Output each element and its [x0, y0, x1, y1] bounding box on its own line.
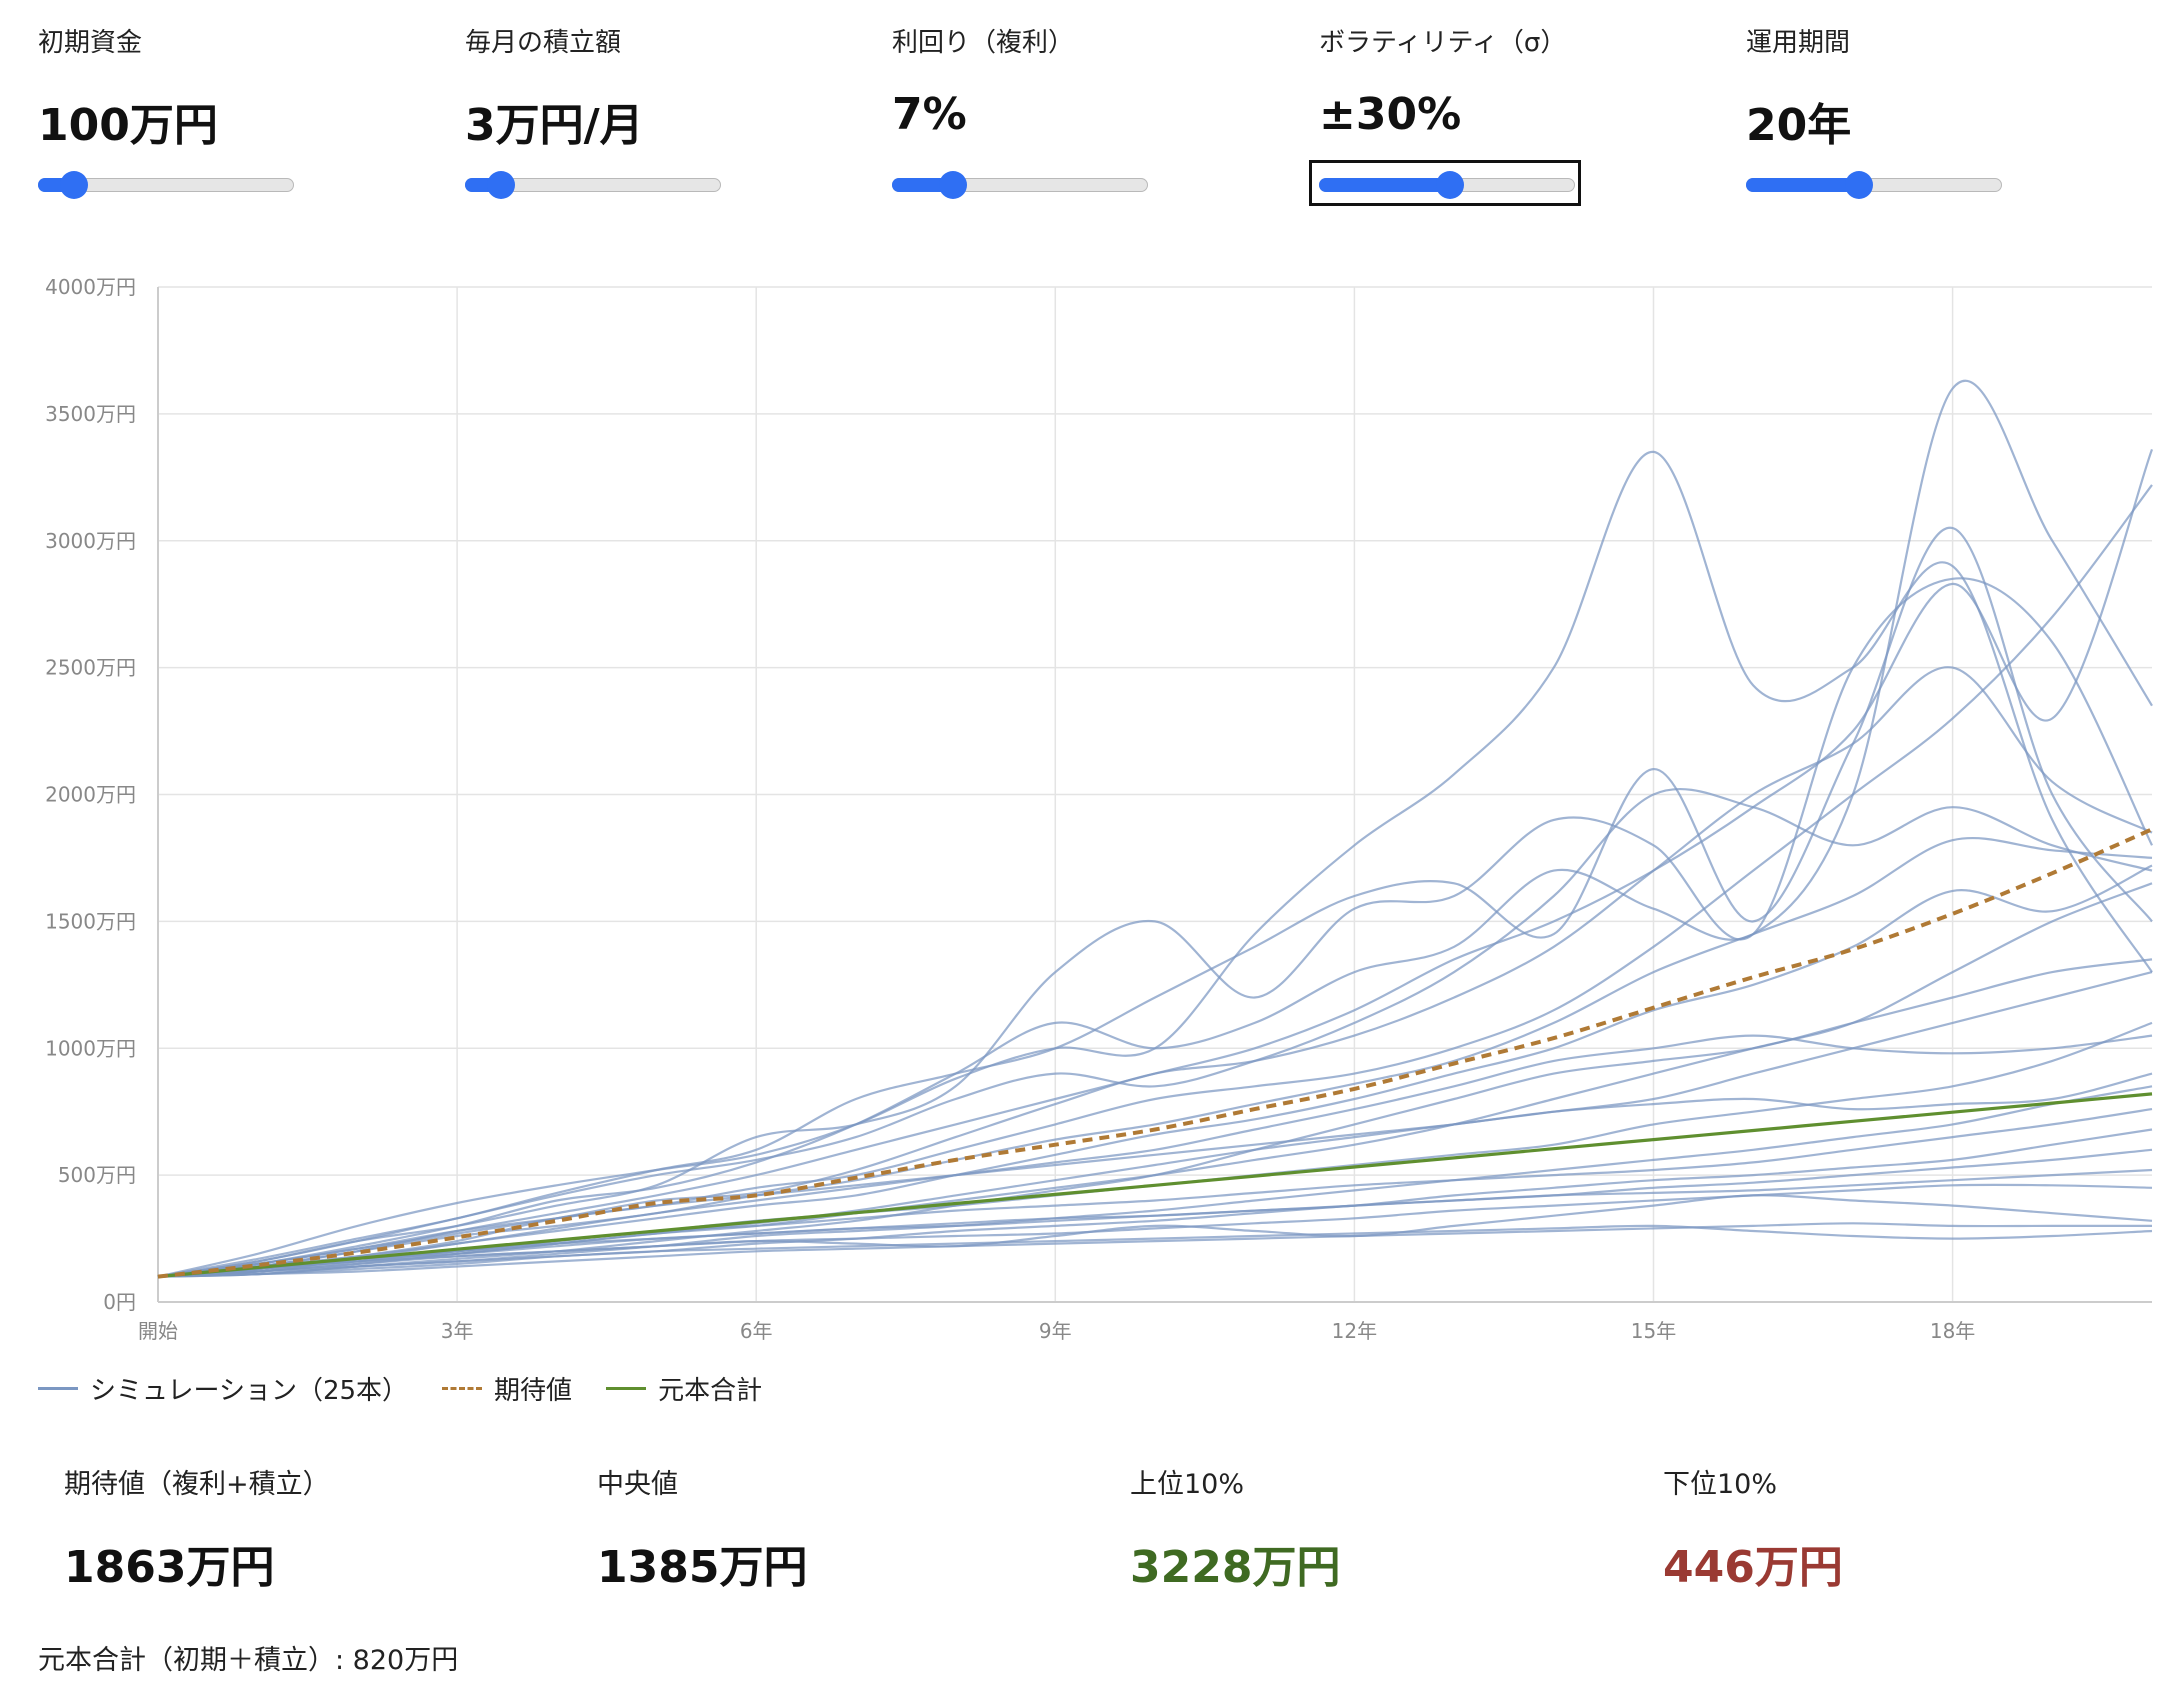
- simulation-line: [157, 379, 2153, 1278]
- simulation-line: [157, 526, 2153, 1278]
- y-tick-label: 3500万円: [45, 402, 136, 426]
- stat-value: 1385万円: [597, 1542, 808, 1593]
- initial-capital-slider[interactable]: [38, 171, 294, 199]
- simulation-line: [157, 449, 2154, 1278]
- slider-fill: [1746, 178, 1859, 192]
- simulation-chart: 0円 500万円 1000万円 1500万円 2000万円 2500万円 3000万円 350…: [45, 275, 2154, 1343]
- simulation-line: [157, 1224, 2153, 1278]
- legend-swatch-simulation: [38, 1386, 78, 1390]
- y-tick-label: 4000万円: [45, 275, 136, 299]
- slider-thumb[interactable]: [486, 171, 515, 199]
- principal-total-note: 元本合計（初期＋積立）: 820万円: [38, 1645, 459, 1676]
- slider-focus-ring: [1309, 160, 1581, 206]
- x-axis-ticks: 開始 3年 6年 9年 12年 15年 18年: [138, 1319, 1975, 1343]
- stat-expected: 期待値（複利+積立） 1863万円: [64, 1462, 564, 1595]
- stat-value: 446万円: [1663, 1542, 1843, 1593]
- expected-value-line: [157, 827, 2153, 1279]
- simulation-line: [157, 787, 2153, 1278]
- legend-item-expected: 期待値: [442, 1370, 572, 1407]
- control-monthly-contribution: 毎月の積立額 3万円/月: [465, 22, 765, 199]
- control-label: 初期資金: [38, 28, 143, 58]
- control-value: 100万円: [38, 100, 218, 151]
- stat-top-10: 上位10% 3228万円: [1130, 1462, 1630, 1595]
- simulation-line: [157, 577, 2153, 1278]
- simulation-line: [157, 958, 2153, 1278]
- y-tick-label: 1000万円: [45, 1036, 136, 1060]
- x-tick-label: 15年: [1631, 1319, 1676, 1343]
- simulation-line: [157, 1168, 2153, 1278]
- simulation-line: [157, 450, 2153, 1278]
- volatility-slider[interactable]: [1309, 160, 1581, 206]
- simulation-line: [157, 666, 2153, 1278]
- slider-thumb[interactable]: [59, 171, 88, 199]
- control-value: 20年: [1746, 100, 1852, 151]
- stat-value: 3228万円: [1130, 1542, 1341, 1593]
- y-tick-label: 0円: [103, 1290, 136, 1314]
- legend-swatch-principal: [606, 1386, 647, 1390]
- legend-label-principal: 元本合計: [658, 1375, 763, 1406]
- legend-item-principal: 元本合計: [606, 1370, 762, 1407]
- control-return-rate: 利回り（複利） 7%: [892, 22, 1192, 199]
- slider-thumb[interactable]: [1844, 171, 1873, 199]
- y-axis-ticks: 0円 500万円 1000万円 1500万円 2000万円 2500万円 3000万円 350…: [45, 275, 136, 1314]
- simulation-lines: [157, 379, 2154, 1278]
- slider-fill: [1319, 178, 1450, 192]
- control-initial-capital: 初期資金 100万円: [38, 22, 338, 199]
- control-volatility: ボラティリティ（σ） ±30%: [1309, 22, 1619, 206]
- stat-label: 中央値: [597, 1469, 678, 1500]
- stat-value: 1863万円: [64, 1542, 275, 1593]
- y-tick-label: 500万円: [58, 1163, 136, 1187]
- legend-label-simulation: シミュレーション（25本）: [90, 1375, 409, 1406]
- control-label: ボラティリティ（σ）: [1319, 28, 1567, 58]
- legend-swatch-expected: [442, 1386, 483, 1390]
- control-label: 利回り（複利）: [892, 28, 1075, 58]
- simulation-line: [157, 1034, 2153, 1278]
- simulation-line: [157, 1194, 2153, 1278]
- stat-bottom-10: 下位10% 446万円: [1663, 1462, 2163, 1595]
- summary-lines: [157, 827, 2153, 1279]
- stat-label: 期待値（複利+積立）: [64, 1469, 330, 1500]
- stat-median: 中央値 1385万円: [597, 1462, 1097, 1595]
- x-tick-label: 9年: [1039, 1319, 1072, 1343]
- y-tick-label: 1500万円: [45, 909, 136, 933]
- control-label: 運用期間: [1746, 28, 1851, 58]
- chart-legend: シミュレーション（25本） 期待値 元本合計: [38, 1368, 796, 1408]
- principal-line: [157, 1092, 2153, 1279]
- slider-thumb[interactable]: [1435, 171, 1464, 199]
- control-value: ±30%: [1319, 89, 1462, 140]
- simulation-line: [157, 1222, 2152, 1278]
- simulation-line: [157, 1148, 2153, 1278]
- control-value: 3万円/月: [465, 100, 644, 151]
- simulation-line: [157, 1072, 2153, 1278]
- slider-fill: [892, 178, 954, 192]
- legend-label-expected: 期待値: [494, 1375, 573, 1406]
- x-tick-label: 18年: [1930, 1319, 1975, 1343]
- stat-label: 上位10%: [1130, 1469, 1245, 1500]
- control-value: 7%: [892, 89, 967, 140]
- slider-thumb[interactable]: [939, 171, 968, 199]
- x-tick-label: 12年: [1332, 1319, 1377, 1343]
- y-tick-label: 3000万円: [45, 529, 136, 553]
- return-rate-slider[interactable]: [892, 171, 1148, 199]
- monthly-contribution-slider[interactable]: [465, 171, 721, 199]
- control-period: 運用期間 20年: [1746, 22, 2046, 199]
- x-tick-label: 3年: [441, 1319, 474, 1343]
- stat-label: 下位10%: [1663, 1469, 1778, 1500]
- simulation-line: [157, 971, 2153, 1278]
- x-tick-label: 開始: [138, 1319, 178, 1343]
- stats-panel: 期待値（複利+積立） 1863万円 中央値 1385万円 上位10% 3228万…: [64, 1462, 2164, 1602]
- control-label: 毎月の積立額: [465, 28, 622, 58]
- x-tick-label: 6年: [740, 1319, 773, 1343]
- control-panel: 初期資金 100万円 毎月の積立額 3万円/月 利回り（複利） 7% ボラティリ…: [38, 22, 2138, 212]
- y-tick-label: 2500万円: [45, 656, 136, 680]
- y-tick-label: 2000万円: [45, 783, 136, 807]
- legend-item-simulation: シミュレーション（25本）: [38, 1370, 408, 1407]
- period-slider[interactable]: [1746, 171, 2002, 199]
